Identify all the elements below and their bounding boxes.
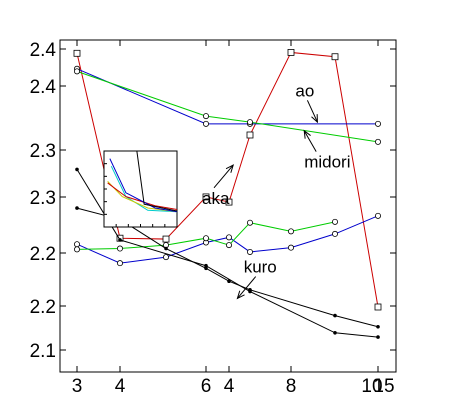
- inset-series-line: [136, 150, 178, 212]
- data-point: [246, 219, 253, 226]
- data-point: [287, 49, 295, 56]
- annotation-arrowhead: [225, 164, 235, 173]
- data-point: [248, 288, 252, 292]
- x-tick-label: 10: [361, 376, 382, 397]
- data-point: [204, 266, 208, 271]
- data-point: [331, 230, 338, 237]
- data-point: [74, 241, 81, 248]
- data-point: [117, 260, 124, 267]
- series-line-green2: [76, 221, 336, 250]
- annotation-arrow: [237, 276, 257, 299]
- data-point: [75, 167, 79, 172]
- data-point: [117, 245, 124, 252]
- annotation-arrow: [303, 130, 317, 152]
- y-tick-label: 2.2: [30, 297, 56, 318]
- data-point: [202, 193, 210, 201]
- x-tick-label: 4: [115, 376, 126, 397]
- data-point: [74, 68, 81, 75]
- y-tick-label: 2.3: [30, 141, 56, 162]
- data-point: [246, 248, 253, 255]
- data-point: [74, 246, 81, 253]
- annotation-arrowhead: [236, 290, 245, 300]
- inset-series-line: [109, 158, 178, 213]
- data-point: [202, 235, 209, 242]
- x-tick-label: 8: [286, 376, 297, 397]
- annotation-arrow: [306, 100, 318, 123]
- annotation-label: midori: [304, 153, 350, 172]
- inset-plot: [103, 150, 178, 228]
- data-point: [331, 218, 338, 225]
- data-point: [75, 206, 79, 210]
- annotation-label: kuro: [244, 258, 277, 277]
- plot-frame: [59, 39, 397, 373]
- x-tick-label: 6: [201, 376, 212, 397]
- data-point: [331, 53, 339, 61]
- data-point: [204, 263, 208, 268]
- data-point: [202, 120, 209, 127]
- x-tick-label: 4: [224, 376, 235, 397]
- data-point: [376, 335, 380, 339]
- annotation-arrowhead: [303, 129, 311, 139]
- data-point: [225, 198, 233, 206]
- series-line-black: [76, 169, 379, 338]
- data-point: [225, 234, 232, 241]
- data-point: [374, 138, 381, 145]
- data-point: [246, 119, 253, 126]
- data-point: [164, 246, 168, 251]
- annotation-arrow: [213, 164, 234, 189]
- annotation-arrowhead: [311, 114, 318, 124]
- data-point: [202, 113, 209, 120]
- data-point: [287, 244, 294, 251]
- data-point: [374, 212, 381, 219]
- inset-series-line: [107, 182, 178, 211]
- annotation-label: ao: [295, 81, 314, 100]
- data-point: [376, 324, 380, 329]
- x-tick-label: 15: [373, 376, 394, 397]
- data-point: [118, 238, 122, 242]
- annotation-layer: ao midori aka kuro: [202, 81, 350, 300]
- data-point: [225, 242, 232, 249]
- series-line-blue: [76, 68, 378, 125]
- data-point: [162, 235, 170, 243]
- x-tick-label: 3: [72, 376, 83, 397]
- y-tick-label: 2.4: [30, 77, 57, 98]
- data-point: [333, 313, 337, 318]
- data-point: [374, 120, 381, 127]
- data-point: [227, 279, 231, 284]
- data-point: [162, 254, 169, 261]
- annotation-label: aka: [202, 189, 230, 208]
- y-tick-label: 2.1: [30, 341, 56, 362]
- series-layer: [73, 49, 382, 339]
- data-point: [246, 131, 254, 139]
- data-point: [73, 49, 81, 57]
- y-tick-label: 2.4: [30, 40, 57, 61]
- data-point: [287, 228, 294, 235]
- data-point: [333, 331, 337, 335]
- y-tick-label: 2.2: [30, 244, 56, 265]
- data-point: [374, 303, 382, 311]
- y-tick-label: 2.3: [30, 188, 56, 209]
- series-line-green: [76, 70, 379, 143]
